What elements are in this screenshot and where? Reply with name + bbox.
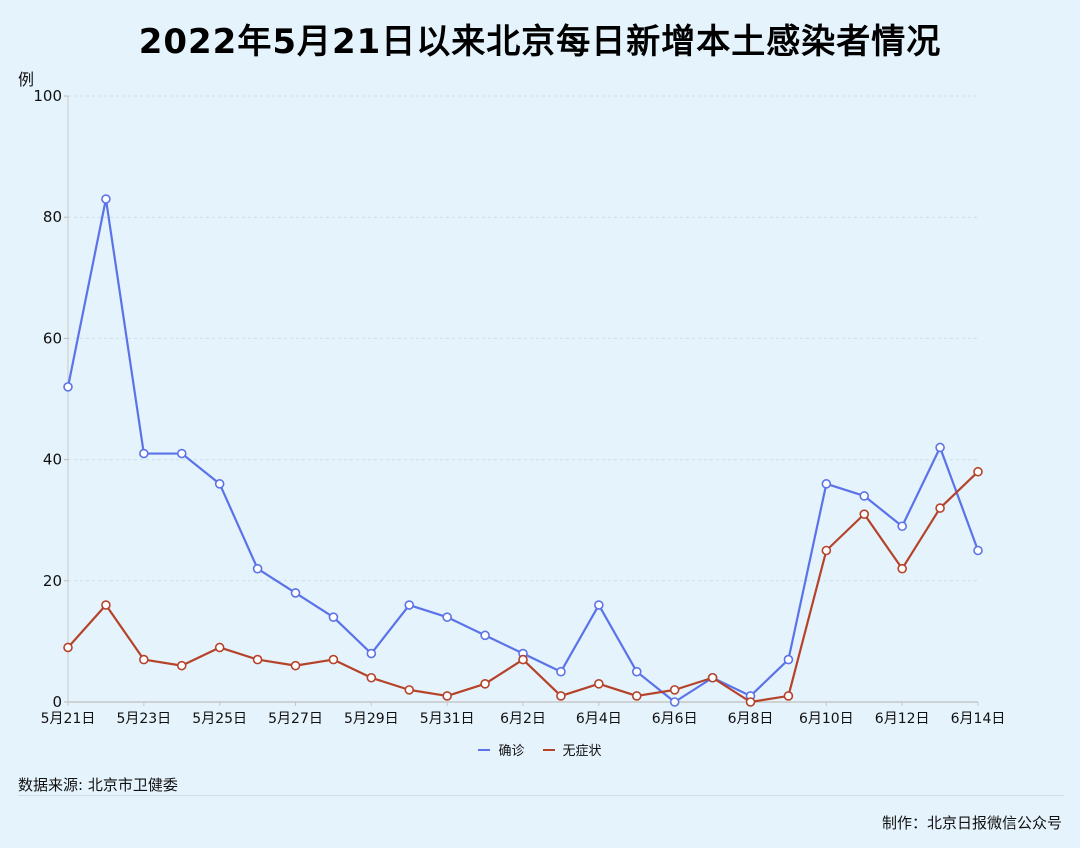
axes xyxy=(67,96,978,703)
data-point[interactable] xyxy=(556,691,566,701)
data-point[interactable] xyxy=(139,654,149,665)
x-tick-label: 6月6日 xyxy=(652,711,698,727)
data-point[interactable] xyxy=(594,679,604,689)
data-point[interactable] xyxy=(366,672,377,683)
data-point[interactable] xyxy=(935,442,945,453)
data-point[interactable] xyxy=(594,600,604,610)
y-tick-label: 80 xyxy=(43,208,62,226)
data-point[interactable] xyxy=(480,679,490,689)
chart-title: 2022年5月21日以来北京每日新增本土感染者情况 xyxy=(138,22,942,62)
data-point[interactable] xyxy=(556,666,566,677)
data-point[interactable] xyxy=(214,479,225,489)
y-axis-unit-label: 例 xyxy=(18,70,35,89)
data-point[interactable] xyxy=(139,448,149,459)
x-tick-label: 6月14日 xyxy=(951,711,1006,727)
x-tick-label: 5月25日 xyxy=(192,711,247,727)
y-tick-label: 100 xyxy=(33,87,62,105)
credit: 制作：北京日报微信公众号 xyxy=(881,814,1062,832)
x-axis-ticks: 5月21日 5月23日 5月25日 5月27日 5月29日 5月31日 6月2日 6月4日 6月… xyxy=(41,702,1006,727)
x-tick-label: 5月21日 xyxy=(41,711,96,727)
data-point[interactable] xyxy=(404,600,415,610)
data-point[interactable] xyxy=(328,654,339,665)
data-point[interactable] xyxy=(669,697,680,707)
data-point[interactable] xyxy=(669,685,680,695)
data-point[interactable] xyxy=(935,503,945,513)
series-line xyxy=(66,197,980,704)
data-point[interactable] xyxy=(631,691,642,701)
data-point[interactable] xyxy=(897,563,907,574)
data-point[interactable] xyxy=(973,545,983,556)
data-point[interactable] xyxy=(859,509,870,519)
data-point[interactable] xyxy=(442,612,452,622)
series-confirmed xyxy=(63,194,983,707)
x-tick-label: 6月4日 xyxy=(576,711,622,727)
data-point[interactable] xyxy=(631,666,642,677)
data-point[interactable] xyxy=(783,691,794,701)
footer-divider xyxy=(18,795,1064,796)
data-point[interactable] xyxy=(404,685,415,695)
data-point[interactable] xyxy=(214,642,225,653)
legend-label-asymptomatic: 无症状 xyxy=(562,744,602,759)
data-point[interactable] xyxy=(973,466,983,477)
data-point[interactable] xyxy=(328,612,339,622)
data-point[interactable] xyxy=(442,691,452,701)
data-point[interactable] xyxy=(176,448,187,459)
y-axis-ticks: 0 20 40 60 80 100 xyxy=(33,87,68,711)
x-tick-label: 6月2日 xyxy=(500,711,546,727)
data-point[interactable] xyxy=(366,648,377,659)
y-tick-label: 0 xyxy=(52,693,62,711)
y-tick-label: 60 xyxy=(43,329,62,347)
data-point[interactable] xyxy=(176,660,187,671)
data-series xyxy=(63,194,983,707)
legend-label-confirmed: 确诊 xyxy=(498,744,525,759)
data-point[interactable] xyxy=(821,479,832,489)
series-asymptomatic xyxy=(63,466,983,707)
asymptomatic-swatch-icon xyxy=(542,748,555,751)
data-point[interactable] xyxy=(821,545,832,556)
x-tick-label: 6月10日 xyxy=(799,711,854,727)
data-point[interactable] xyxy=(101,600,111,610)
data-point[interactable] xyxy=(783,654,794,665)
x-tick-label: 5月27日 xyxy=(268,711,323,727)
data-point[interactable] xyxy=(859,491,870,501)
x-tick-label: 6月12日 xyxy=(875,711,930,727)
x-tick-label: 5月29日 xyxy=(344,711,399,727)
data-point[interactable] xyxy=(101,194,111,204)
series-line xyxy=(67,470,979,704)
y-tick-label: 40 xyxy=(43,451,62,469)
data-point[interactable] xyxy=(290,660,301,671)
data-point[interactable] xyxy=(518,654,528,665)
data-point[interactable] xyxy=(745,697,756,707)
x-tick-label: 6月8日 xyxy=(728,711,774,727)
data-point[interactable] xyxy=(63,382,73,392)
data-point[interactable] xyxy=(290,588,301,598)
legend-item-asymptomatic[interactable]: 无症状 xyxy=(542,740,602,759)
gridlines xyxy=(68,95,978,582)
data-point[interactable] xyxy=(480,630,490,641)
legend-item-confirmed[interactable]: 确诊 xyxy=(478,740,525,759)
x-tick-label: 5月23日 xyxy=(116,711,171,727)
data-point[interactable] xyxy=(252,654,263,665)
y-tick-label: 20 xyxy=(43,572,62,590)
data-point[interactable] xyxy=(707,672,718,683)
data-point[interactable] xyxy=(63,642,73,653)
x-tick-label: 5月31日 xyxy=(420,711,475,727)
data-point[interactable] xyxy=(252,563,263,574)
legend: 确诊 无症状 xyxy=(0,740,1080,759)
data-source: 数据来源: 北京市卫健委 xyxy=(18,776,178,794)
data-point[interactable] xyxy=(897,521,907,532)
confirmed-swatch-icon xyxy=(478,748,491,751)
